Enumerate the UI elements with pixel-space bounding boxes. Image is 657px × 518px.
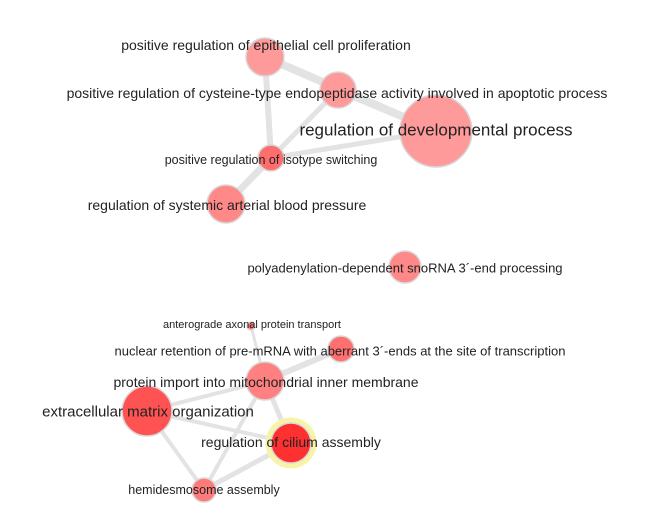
node-label-n3: regulation of developmental process xyxy=(299,121,572,140)
node-label-n8: nuclear retention of pre-mRNA with aberr… xyxy=(115,344,566,359)
node-n12[interactable] xyxy=(191,477,217,503)
node-label-n5: regulation of systemic arterial blood pr… xyxy=(88,197,367,213)
node-label-n12: hemidesmosome assembly xyxy=(128,483,280,497)
edge-n9-n12 xyxy=(202,379,267,492)
node-n8[interactable] xyxy=(327,335,355,363)
node-label-n4: positive regulation of isotype switching xyxy=(165,153,378,167)
node-n6[interactable] xyxy=(388,250,422,284)
node-label-n10: extracellular matrix organization xyxy=(42,404,254,421)
node-n11[interactable] xyxy=(270,422,312,464)
node-n2[interactable] xyxy=(319,71,357,109)
node-n10[interactable] xyxy=(121,385,173,437)
node-n5[interactable] xyxy=(206,184,246,224)
node-n3[interactable] xyxy=(399,94,473,168)
node-label-n1: positive regulation of epithelial cell p… xyxy=(121,37,411,53)
node-label-n11: regulation of cilium assembly xyxy=(201,434,381,450)
node-n7[interactable] xyxy=(246,321,256,331)
node-n1[interactable] xyxy=(245,37,285,77)
node-label-n6: polyadenylation-dependent snoRNA 3´-end … xyxy=(247,261,562,276)
labels-layer: positive regulation of epithelial cell p… xyxy=(42,37,607,497)
node-highlight-halo xyxy=(265,417,317,469)
node-label-n2: positive regulation of cysteine-type end… xyxy=(67,85,608,101)
node-n9[interactable] xyxy=(245,361,285,401)
node-n4[interactable] xyxy=(257,144,285,172)
node-label-n9: protein import into mitochondrial inner … xyxy=(113,374,418,390)
node-label-n7: anterograde axonal protein transport xyxy=(163,319,341,331)
nodes-layer xyxy=(121,37,473,503)
